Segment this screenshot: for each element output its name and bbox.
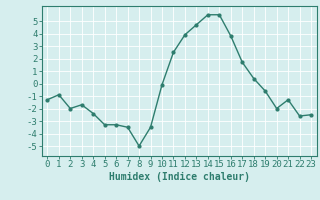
X-axis label: Humidex (Indice chaleur): Humidex (Indice chaleur) — [109, 172, 250, 182]
